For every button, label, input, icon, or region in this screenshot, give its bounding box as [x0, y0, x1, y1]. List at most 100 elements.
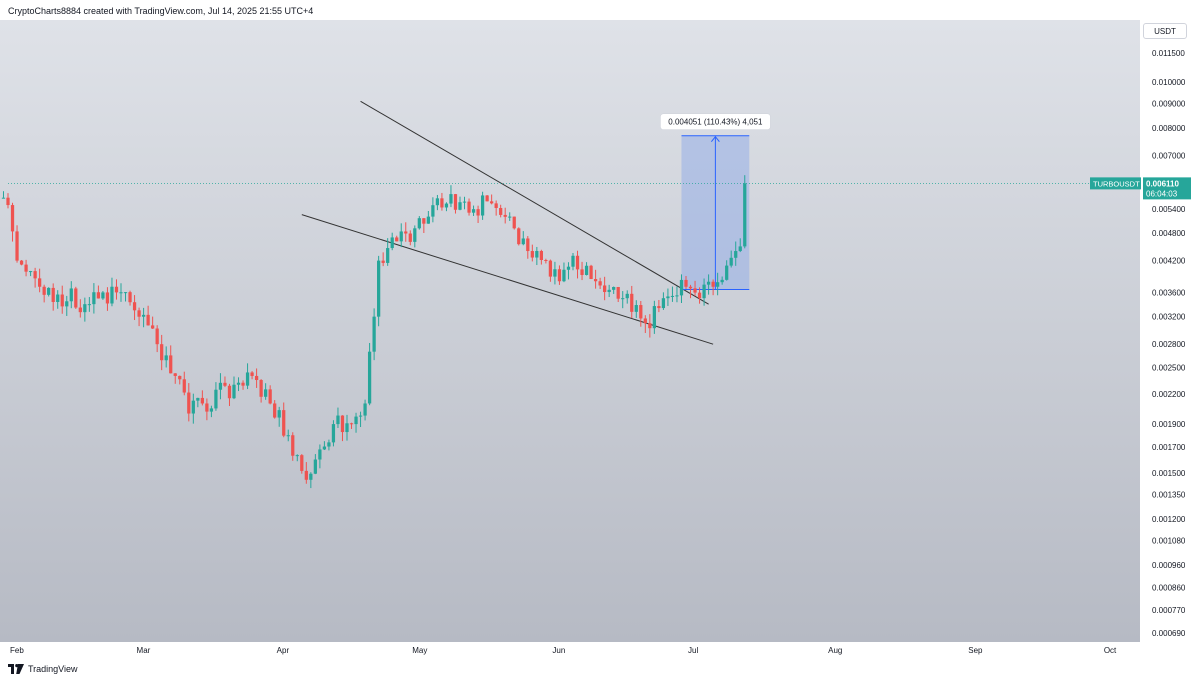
candle-up [634, 305, 638, 312]
candle-down [105, 292, 110, 304]
price-tick-label: 0.007000 [1152, 151, 1186, 160]
candle-down [381, 260, 385, 263]
candle-up [607, 289, 611, 293]
candle-up [345, 423, 349, 433]
candle-down [422, 218, 426, 224]
candle-down [648, 323, 652, 329]
candle-down [485, 195, 489, 202]
currency-button[interactable]: USDT [1143, 23, 1187, 39]
candle-down [60, 294, 64, 307]
chart-area[interactable]: 0.004051 (110.43%) 4,051 0.011500 0.01000… [0, 20, 1200, 660]
candle-up [390, 237, 394, 249]
candle-down [33, 271, 37, 279]
time-tick-label: Feb [10, 646, 24, 655]
footer: TradingView [8, 661, 78, 677]
candle-down [580, 269, 584, 275]
candle-up [92, 292, 96, 305]
candle-up [431, 205, 435, 217]
candle-down [173, 373, 177, 376]
candle-up [358, 415, 363, 417]
candle-down [575, 255, 580, 270]
candle-down [200, 397, 204, 404]
attribution-text: CryptoCharts8884 created with TradingVie… [8, 6, 314, 16]
candle-up [621, 298, 625, 300]
price-tick-label: 0.004200 [1152, 257, 1186, 266]
candle-down [304, 470, 308, 480]
candle-up [566, 266, 571, 270]
price-tick-label: 0.010000 [1152, 78, 1186, 87]
candle-down [241, 382, 245, 386]
candle-down [187, 392, 191, 414]
candle-down [526, 238, 530, 252]
candle-up [571, 255, 575, 267]
candle-down [395, 237, 399, 242]
price-tick-label: 0.011500 [1152, 49, 1185, 58]
candle-down [503, 214, 507, 217]
candle-down [517, 228, 521, 245]
candle-up [363, 403, 367, 416]
candle-down [467, 201, 471, 213]
candle-up [119, 292, 123, 294]
price-tick-label: 0.000860 [1152, 583, 1186, 592]
candle-up [413, 228, 417, 242]
candle-down [530, 251, 534, 258]
candle-down [711, 281, 715, 287]
price-tick-label: 0.009000 [1152, 100, 1186, 109]
candle-down [539, 250, 543, 261]
price-tick-label: 0.001200 [1152, 515, 1186, 524]
candle-up [738, 246, 742, 252]
candle-down [499, 208, 503, 215]
candle-down [598, 281, 602, 286]
candle-down [643, 318, 647, 324]
candle-down [282, 410, 286, 436]
candle-down [96, 292, 101, 299]
candle-up [444, 203, 449, 208]
candle-down [78, 307, 82, 313]
candle-down [160, 344, 164, 361]
candle-up [232, 384, 236, 399]
time-tick-label: Jun [552, 646, 565, 655]
measure-label-box [660, 113, 771, 131]
candle-down [223, 382, 227, 386]
candle-up [65, 301, 69, 307]
candle-up [322, 446, 327, 450]
candle-down [408, 233, 412, 242]
candle-up [309, 473, 313, 480]
time-tick-label: Mar [137, 646, 151, 655]
candle-down [697, 292, 702, 299]
candle-down [589, 265, 593, 280]
candle-down [544, 260, 548, 262]
candle-down [19, 260, 24, 265]
candle-up [612, 287, 616, 290]
candle-down [250, 372, 254, 376]
candle-down [254, 375, 259, 381]
candle-down [404, 231, 408, 234]
price-chart[interactable]: 0.004051 (110.43%) 4,051 0.011500 0.01000… [0, 20, 1200, 660]
measure-label: 0.004051 (110.43%) 4,051 [668, 118, 763, 127]
candle-up [110, 286, 114, 304]
candle-down [259, 380, 263, 397]
candle-up [449, 194, 453, 204]
candle-down [10, 205, 15, 232]
price-tick-label: 0.001350 [1152, 491, 1186, 500]
candle-down [114, 286, 119, 293]
candle-down [490, 201, 494, 204]
candle-up [236, 382, 241, 385]
candle-up [743, 183, 747, 247]
measure-arrow-head [710, 135, 720, 143]
candle-down [593, 279, 598, 282]
candle-down [688, 286, 693, 289]
price-tick-label: 0.004800 [1152, 229, 1186, 238]
candle-up [652, 306, 656, 329]
candle-up [123, 292, 128, 294]
time-tick-label: Aug [828, 646, 842, 655]
chart-background [0, 20, 1200, 660]
candle-down [227, 385, 232, 399]
candle-down [151, 325, 155, 329]
time-tick-label: Sep [968, 646, 983, 655]
candle-up [729, 257, 733, 266]
candle-up [218, 382, 223, 390]
candle-down [453, 194, 458, 210]
footer-brand: TradingView [28, 664, 78, 674]
candle-down [42, 286, 46, 295]
